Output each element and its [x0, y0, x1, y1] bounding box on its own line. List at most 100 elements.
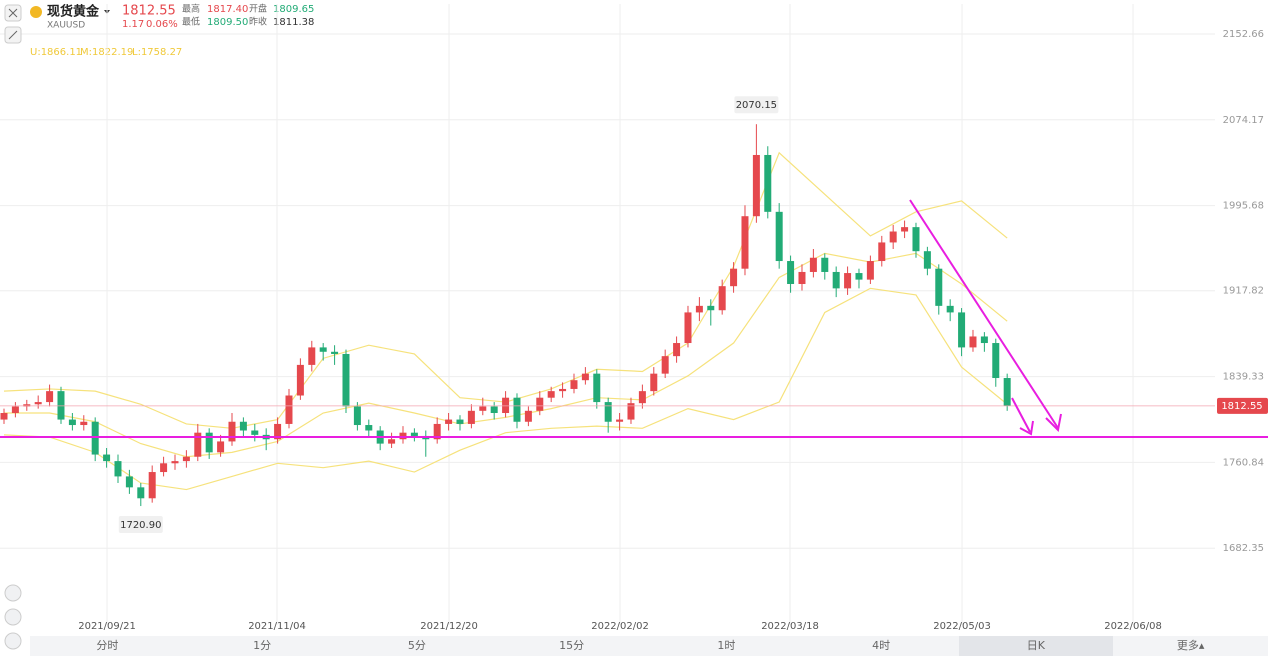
candle-body	[844, 273, 852, 289]
candle-body	[855, 273, 863, 280]
candle-body	[399, 432, 407, 440]
candle-body	[479, 406, 487, 411]
candle-body	[673, 343, 681, 357]
candle-body	[490, 406, 498, 414]
candle-body	[969, 336, 977, 348]
period-tab[interactable]: 4时	[872, 639, 891, 652]
prev-close: 1811.38	[273, 17, 314, 28]
candle-body	[114, 461, 122, 477]
x-tick-label: 2022/05/03	[933, 621, 991, 632]
candle-body	[809, 257, 817, 272]
candle-body	[775, 211, 783, 262]
plot: 1682.35 1760.84 1839.33 1917.82 1995.68 2074.…	[0, 4, 1268, 632]
candle-body	[433, 423, 441, 440]
open-label: 开盘	[249, 3, 267, 15]
candle-body	[205, 432, 213, 453]
y-tick-label: 1760.84	[1223, 457, 1264, 468]
candle-body	[570, 380, 578, 389]
arrow-head	[1019, 420, 1034, 436]
boll-u: U:1866.11	[30, 47, 82, 58]
candle-body	[103, 454, 111, 462]
candle-body	[661, 356, 669, 374]
x-tick-label: 2022/02/02	[591, 621, 649, 632]
min-label: 1720.90	[120, 520, 161, 531]
price-tag-box	[1217, 397, 1268, 414]
period-tab[interactable]: 1分	[253, 639, 272, 652]
candle-body	[194, 432, 202, 457]
candle-body	[228, 421, 236, 442]
y-tick-label: 2074.17	[1223, 115, 1264, 126]
candle-body	[217, 441, 225, 453]
x-tick-label: 2022/03/18	[761, 621, 819, 632]
candle-body	[456, 419, 464, 424]
trend-line	[909, 199, 1059, 429]
candle-body	[331, 351, 339, 354]
min-label-box	[118, 516, 163, 534]
candle-body	[741, 216, 749, 269]
indicator-button[interactable]	[4, 584, 22, 602]
period-tab[interactable]: 日K	[958, 636, 1114, 656]
candle-body	[467, 410, 475, 424]
y-tick-label: 1682.35	[1223, 543, 1264, 554]
candle-body	[581, 373, 589, 381]
annotation-drawing	[0, 199, 1268, 438]
candle-body	[365, 425, 373, 431]
y-tick-label: 1917.82	[1223, 286, 1264, 297]
candle-body	[23, 404, 31, 407]
x-tick-label: 2021/11/04	[248, 621, 306, 632]
trend-arrow	[1011, 397, 1031, 433]
draw-button[interactable]	[4, 608, 22, 626]
candle-body	[604, 402, 612, 422]
candle-body	[638, 391, 646, 404]
period-tab[interactable]: 更多▴	[1176, 639, 1205, 652]
candle-body	[980, 336, 988, 344]
candle-body	[182, 456, 190, 462]
candle-body	[616, 419, 624, 422]
candle-body	[353, 406, 361, 426]
candle-body	[251, 430, 259, 435]
arrow-head	[1045, 413, 1062, 433]
candle-body	[80, 421, 88, 426]
candle-body	[388, 439, 396, 444]
y-tick-label: 2152.66	[1223, 29, 1264, 40]
price: 1812.55	[122, 4, 176, 19]
open: 1809.65	[273, 4, 314, 15]
candle-body	[878, 242, 886, 262]
candle-body	[285, 395, 293, 424]
y-tick-label: 1839.33	[1223, 372, 1264, 383]
candle-body	[832, 271, 840, 289]
candle-body	[502, 397, 510, 414]
candle-body	[46, 391, 54, 403]
candle-body	[901, 227, 909, 232]
settings-button[interactable]	[4, 632, 22, 650]
period-tab[interactable]: 1时	[717, 639, 736, 652]
boll-l: L:1758.27	[132, 47, 182, 58]
candle-body	[593, 373, 601, 403]
instrument-name[interactable]: 现货黄金	[47, 4, 100, 20]
candle-body	[958, 312, 966, 348]
candle-body	[91, 421, 99, 455]
candle-body	[718, 286, 726, 311]
gold-icon	[30, 6, 42, 18]
x-tick-label: 2022/06/08	[1104, 621, 1162, 632]
candle-body	[11, 406, 19, 414]
prev-label: 昨收	[249, 16, 267, 28]
candle-body	[627, 403, 635, 420]
candle-body	[274, 423, 282, 440]
price-tag: 1812.55	[1221, 401, 1262, 412]
candle-body	[821, 257, 829, 272]
candle-body	[707, 305, 715, 311]
max-label: 2070.15	[736, 100, 777, 111]
candle-body	[137, 487, 145, 499]
period-tab[interactable]: 分时	[96, 639, 119, 652]
candle-body	[923, 251, 931, 269]
candle-body	[536, 397, 544, 411]
high-label: 最高	[182, 3, 200, 15]
period-tab[interactable]: 5分	[407, 639, 426, 652]
candle-body	[547, 391, 555, 398]
change-pct: 0.06%	[146, 19, 178, 30]
candle-body	[764, 154, 772, 212]
boll-lower	[3, 287, 1008, 491]
period-tab[interactable]: 15分	[559, 639, 585, 652]
candle-body	[410, 432, 418, 436]
